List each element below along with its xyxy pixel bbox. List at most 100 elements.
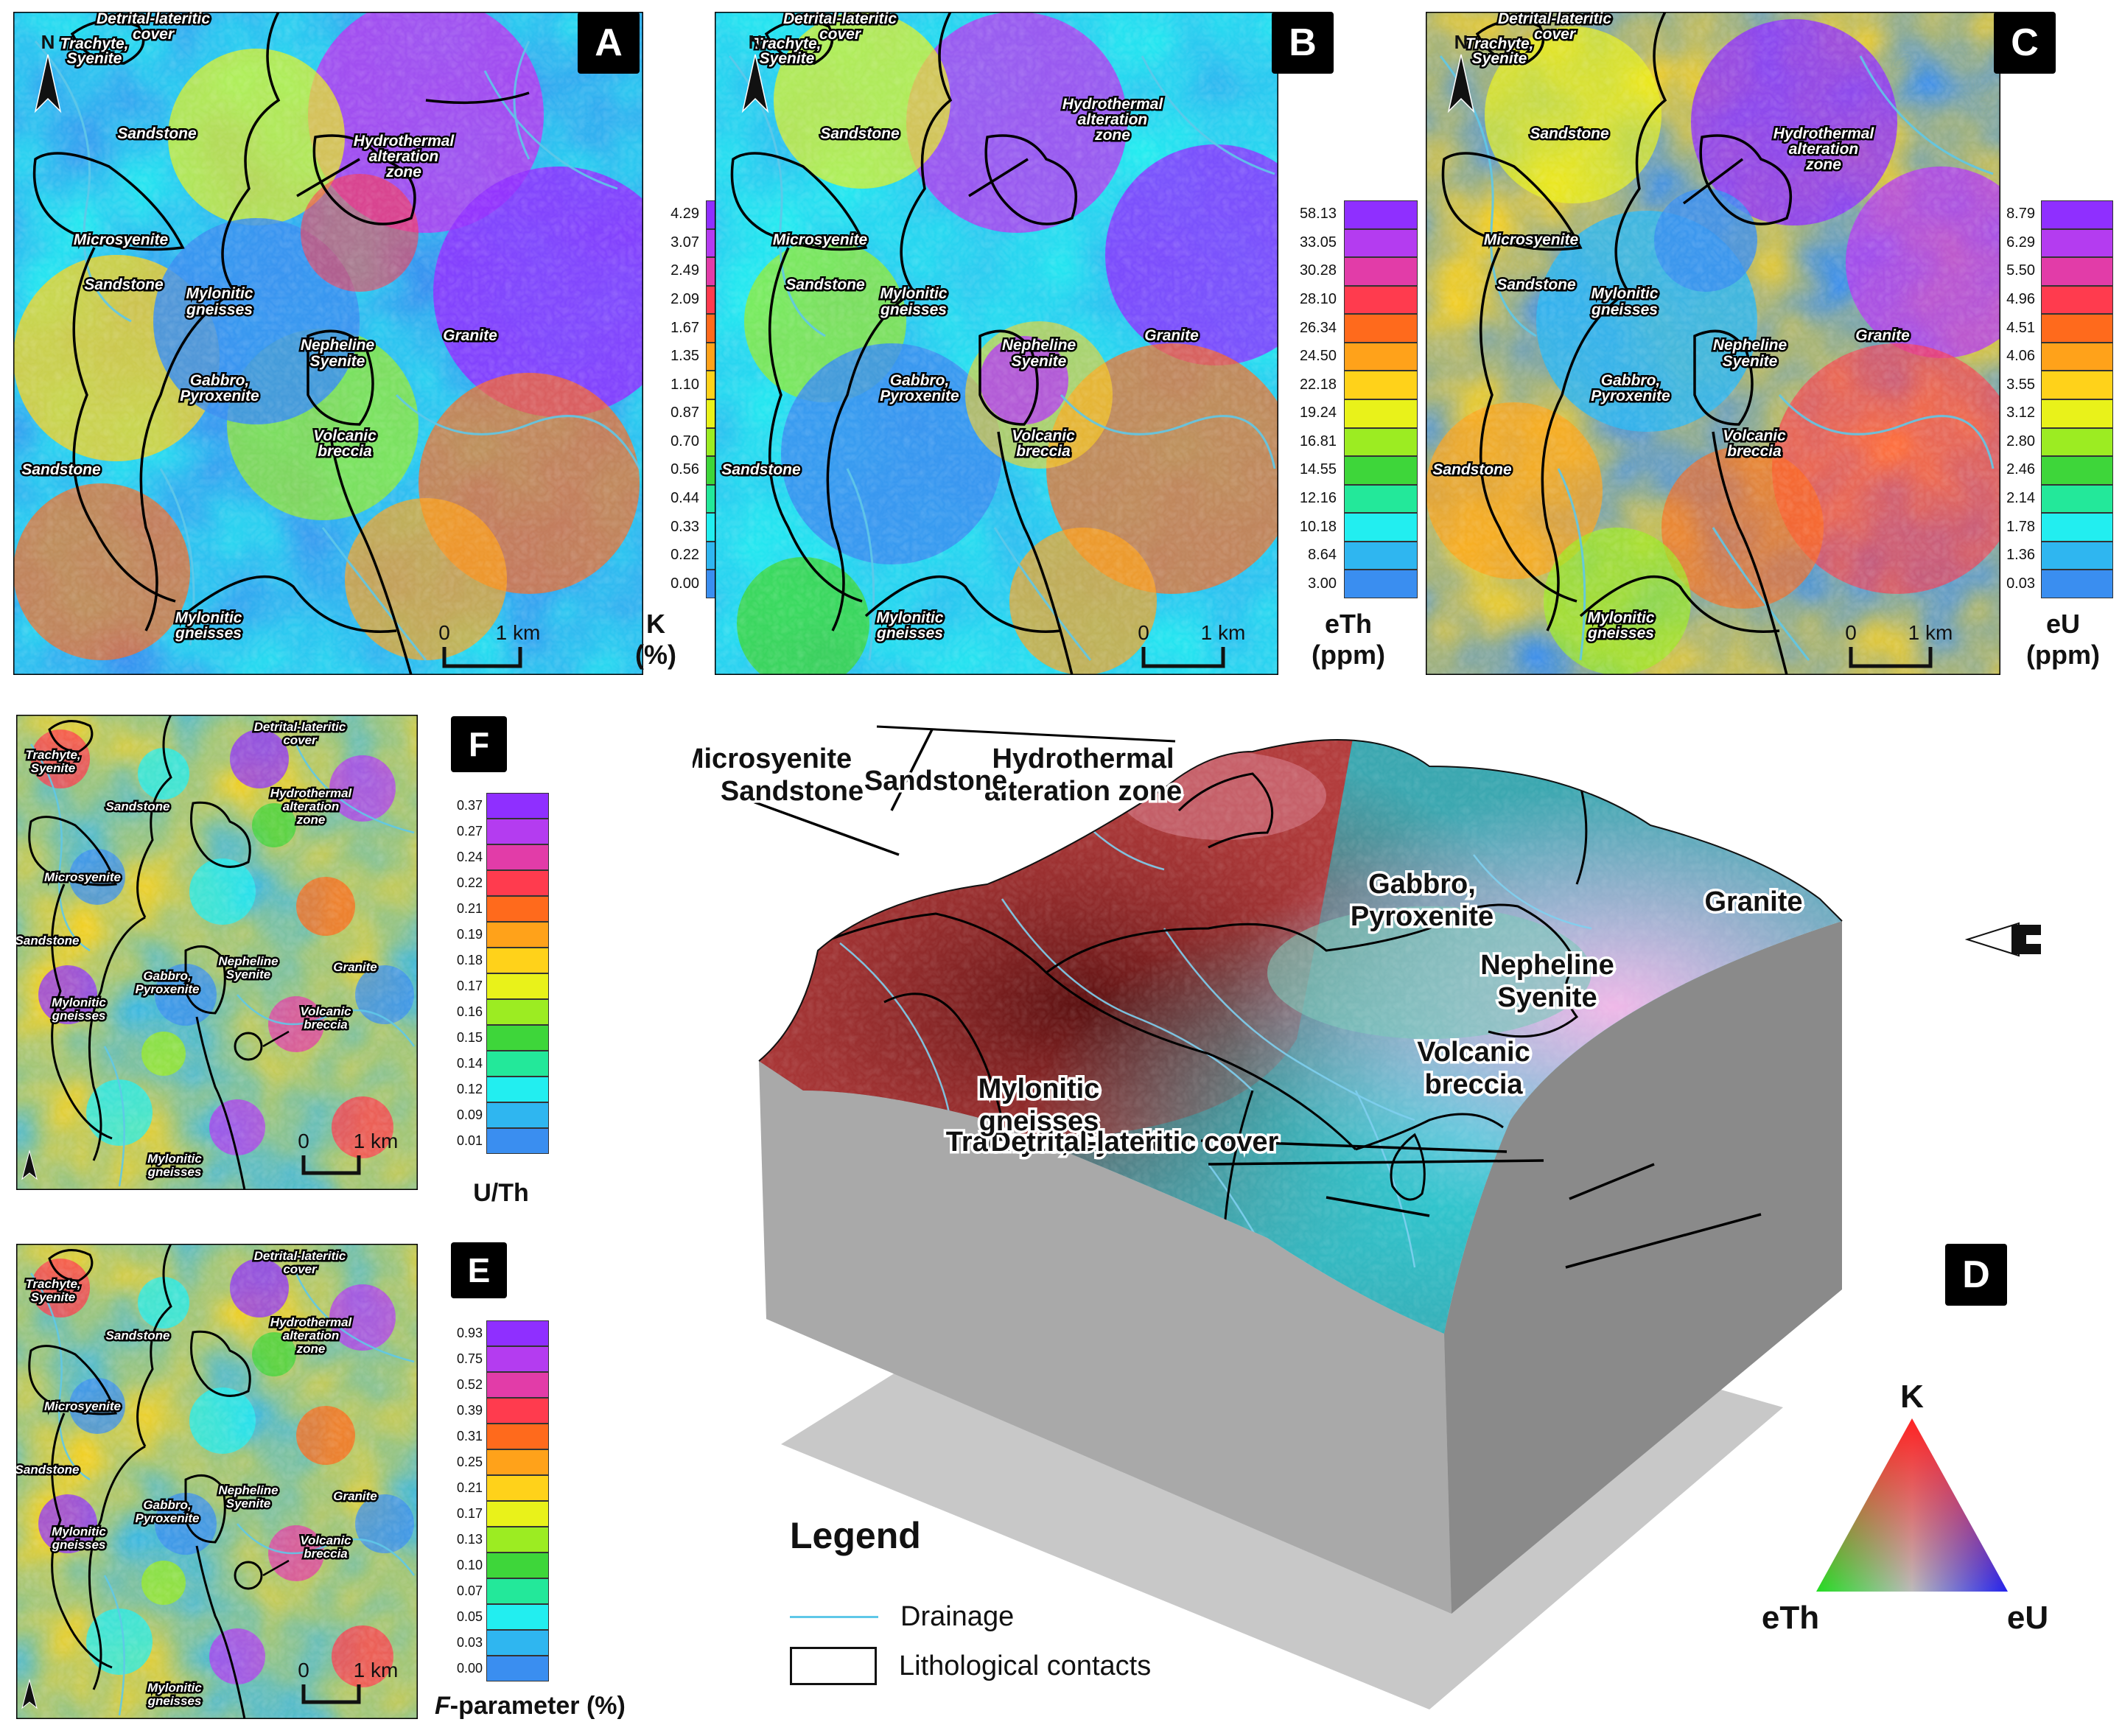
svg-text:Pyroxenite: Pyroxenite (880, 388, 959, 405)
svg-text:Volcanic: Volcanic (313, 427, 377, 444)
colorbar-label: 1.35 (670, 348, 699, 365)
svg-text:Trachyte,: Trachyte, (753, 35, 822, 52)
colorbar-label: 1.67 (670, 319, 699, 336)
svg-text:Mylonitic: Mylonitic (147, 1152, 202, 1166)
colorbar-swatch (2041, 371, 2113, 399)
svg-text:Syenite: Syenite (1472, 50, 1527, 67)
colorbar-swatch (486, 973, 549, 999)
svg-text:N: N (749, 31, 763, 53)
colorbar-label: 2.80 (2006, 433, 2035, 449)
colorbar-label: 1.36 (2006, 547, 2035, 564)
colorbar-swatch (486, 1320, 549, 1346)
colorbar-label: 0.70 (670, 433, 699, 449)
svg-text:Sandstone: Sandstone (785, 276, 865, 293)
panel-label-d: D (1945, 1244, 2007, 1306)
colorbar-label: 0.13 (456, 1531, 483, 1547)
legend-drainage: Drainage (900, 1601, 1015, 1632)
svg-text:gneisses: gneisses (1587, 625, 1654, 642)
colorbar-swatch (486, 1025, 549, 1051)
colorbar-e: 0.93 0.75 0.52 0.39 0.31 0.25 0.21 0.17 0.13 0.10… (442, 1320, 549, 1681)
svg-text:Volcanic: Volcanic (300, 1004, 351, 1018)
colorbar-label: 2.09 (670, 291, 699, 307)
colorbar-label: 0.22 (456, 875, 483, 890)
svg-text:Volcanic: Volcanic (300, 1533, 351, 1547)
scale-bar: 0 1 km (298, 1659, 399, 1704)
svg-text:cover: cover (1534, 26, 1577, 43)
svg-text:Nepheline: Nepheline (301, 337, 375, 354)
colorbar-label: 2.49 (670, 262, 699, 279)
scale-bar: 0 1 km (1845, 621, 1953, 668)
svg-text:Detrital-lateritic cover: Detrital-lateritic cover (991, 1127, 1279, 1158)
svg-text:Trachyte,: Trachyte, (60, 35, 129, 52)
svg-text:1 km: 1 km (496, 621, 541, 644)
svg-text:gneisses: gneisses (186, 301, 253, 318)
colorbar-swatch (486, 844, 549, 870)
colorbar-f: 0.37 0.27 0.24 0.22 0.21 0.19 0.18 0.17 0.16 0.15… (442, 793, 549, 1154)
colorbar-swatch (486, 1501, 549, 1527)
colorbar-label: 0.31 (456, 1428, 483, 1443)
svg-text:Volcanic: Volcanic (1012, 427, 1075, 444)
svg-text:Sandstone: Sandstone (16, 934, 79, 948)
colorbar-label: 0.17 (456, 978, 483, 993)
colorbar-swatch (486, 793, 549, 819)
colorbar-label: 0.01 (456, 1133, 483, 1148)
colorbar-label: 1.10 (670, 376, 699, 393)
svg-text:Nepheline: Nepheline (1713, 337, 1787, 354)
colorbar-label: 28.10 (1299, 291, 1337, 307)
svg-text:1 km: 1 km (354, 1659, 399, 1681)
svg-text:Gabbro,: Gabbro, (1368, 869, 1476, 900)
svg-text:alteration: alteration (283, 799, 340, 813)
svg-text:zone: zone (296, 813, 326, 827)
svg-text:cover: cover (133, 26, 175, 43)
svg-text:Mylonitic: Mylonitic (880, 285, 947, 302)
svg-text:Gabbro,: Gabbro, (143, 969, 191, 983)
svg-text:zone: zone (1094, 127, 1130, 144)
svg-text:Trachyte,: Trachyte, (1466, 35, 1534, 52)
svg-text:Syenite: Syenite (226, 967, 270, 981)
colorbar-swatch (486, 1449, 549, 1475)
svg-text:Granite: Granite (1704, 886, 1802, 917)
colorbar-swatch (1344, 513, 1418, 542)
svg-text:Granite: Granite (333, 960, 377, 974)
map-panel-e: Detrital-lateritic cover Trachyte, Syeni… (16, 1244, 418, 1719)
colorbar-swatch (486, 1372, 549, 1398)
north-arrow-icon (21, 1149, 38, 1180)
colorbar-swatch (486, 1398, 549, 1424)
colorbar-swatch (1344, 541, 1418, 570)
svg-text:Microsyenite: Microsyenite (1484, 231, 1579, 248)
colorbar-label: 0.56 (670, 461, 699, 478)
colorbar-b: 58.13 33.05 30.28 28.10 26.34 24.50 22.18 19.24… (1286, 200, 1418, 598)
colorbar-swatch (486, 1553, 549, 1578)
unit-label-e: F-parameter (%) (435, 1692, 626, 1720)
svg-text:Mylonitic: Mylonitic (1591, 285, 1658, 302)
north-arrow-icon: N (34, 31, 62, 113)
colorbar-swatch (2041, 342, 2113, 371)
colorbar-label: 58.13 (1299, 206, 1337, 223)
colorbar-label: 0.18 (456, 952, 483, 967)
svg-text:Granite: Granite (333, 1489, 377, 1503)
colorbar-label: 0.75 (456, 1351, 483, 1366)
svg-text:Sandstone: Sandstone (117, 125, 197, 142)
svg-text:Sandstone: Sandstone (721, 776, 864, 807)
svg-text:alteration: alteration (369, 148, 439, 165)
svg-text:cover: cover (819, 26, 862, 43)
svg-text:Syenite: Syenite (1723, 353, 1778, 370)
svg-text:breccia: breccia (1424, 1069, 1523, 1100)
colorbar-label: 26.34 (1299, 319, 1337, 336)
unit-label-f: U/Th (473, 1179, 529, 1207)
svg-text:0: 0 (298, 1130, 309, 1152)
svg-text:Hydrothermal: Hydrothermal (354, 133, 455, 150)
svg-text:Sandstone: Sandstone (1530, 125, 1609, 142)
svg-text:Microsyenite: Microsyenite (773, 231, 868, 248)
svg-text:Syenite: Syenite (226, 1497, 270, 1511)
colorbar-label: 0.10 (456, 1557, 483, 1572)
svg-text:Sandstone: Sandstone (106, 1329, 170, 1343)
svg-text:Sandstone: Sandstone (721, 461, 801, 478)
colorbar-label: 3.00 (1308, 575, 1337, 592)
svg-text:Mylonitic: Mylonitic (1587, 609, 1654, 626)
colorbar-label: 4.29 (670, 206, 699, 223)
svg-text:Hydrothermal: Hydrothermal (992, 743, 1174, 774)
svg-text:gneisses: gneisses (147, 1165, 202, 1179)
colorbar-swatch (1344, 200, 1418, 229)
colorbar-label: 2.46 (2006, 461, 2035, 478)
